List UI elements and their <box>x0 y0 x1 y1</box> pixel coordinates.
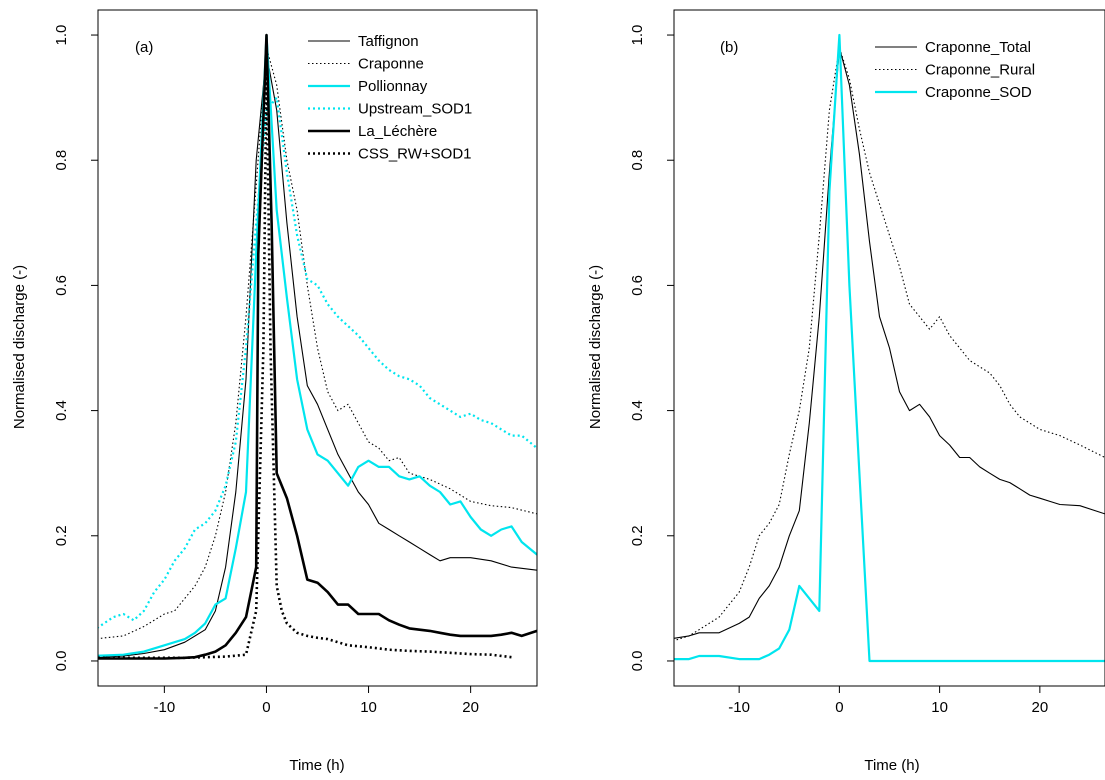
legend-label: Craponne <box>358 56 424 73</box>
series-line <box>98 96 537 629</box>
y-tick-label: 0.0 <box>629 651 646 672</box>
y-tick-label: 0.6 <box>629 275 646 296</box>
x-axis-label: Time (h) <box>864 757 919 774</box>
series-line <box>98 33 537 660</box>
series-line <box>98 47 537 640</box>
y-tick-label: 1.0 <box>629 25 646 46</box>
series-group <box>98 33 537 660</box>
y-tick-label: 0.0 <box>53 651 70 672</box>
y-tick-label: 0.4 <box>629 400 646 421</box>
panel-b: (b) Time (h) Normalised discharge (-) -1… <box>587 9 1105 774</box>
x-tick-label: -10 <box>728 699 750 716</box>
series-line <box>98 33 537 657</box>
legend-label: Craponne_SOD <box>925 84 1032 101</box>
x-tick-label: -10 <box>154 699 176 716</box>
series-line <box>674 47 1105 639</box>
x-tick-label: 20 <box>1032 699 1049 716</box>
legend-label: Craponne_Rural <box>925 62 1035 79</box>
legend: Craponne_Total Craponne_Rural Craponne_SOD <box>875 39 1035 101</box>
series-line <box>674 47 1105 642</box>
y-tick-label: 0.8 <box>53 150 70 171</box>
legend: Taffignon Craponne Pollionnay Upstream_SOD1… <box>308 33 472 163</box>
x-axis-label: Time (h) <box>289 757 344 774</box>
legend-label: Taffignon <box>358 33 419 50</box>
series-line <box>98 65 512 660</box>
legend-label: La_Léchère <box>358 123 437 140</box>
y-tick-label: 0.2 <box>629 525 646 546</box>
x-tick-label: 20 <box>462 699 479 716</box>
legend-label: Upstream_SOD1 <box>358 101 472 118</box>
panel-label: (a) <box>135 39 153 56</box>
y-tick-label: 0.6 <box>53 275 70 296</box>
x-tick-label: 10 <box>931 699 948 716</box>
y-tick-label: 0.4 <box>53 400 70 421</box>
y-tick-label: 0.2 <box>53 525 70 546</box>
x-tick-label: 10 <box>360 699 377 716</box>
panel-label: (b) <box>720 39 738 56</box>
panel-a: (a) Time (h) Normalised discharge (-) -1… <box>11 9 538 774</box>
y-axis-label: Normalised discharge (-) <box>11 265 28 429</box>
plot-frame <box>97 9 538 687</box>
y-tick-label: 0.8 <box>629 150 646 171</box>
plot-frame <box>673 9 1105 687</box>
x-tick-label: 0 <box>835 699 843 716</box>
y-tick-label: 1.0 <box>53 25 70 46</box>
series-line <box>98 53 537 659</box>
legend-label: CSS_RW+SOD1 <box>358 146 472 163</box>
y-axis-label: Normalised discharge (-) <box>587 265 604 429</box>
legend-label: Pollionnay <box>358 78 428 95</box>
legend-label: Craponne_Total <box>925 39 1031 56</box>
x-tick-label: 0 <box>262 699 270 716</box>
series-line <box>674 33 1105 663</box>
series-group <box>674 33 1105 663</box>
